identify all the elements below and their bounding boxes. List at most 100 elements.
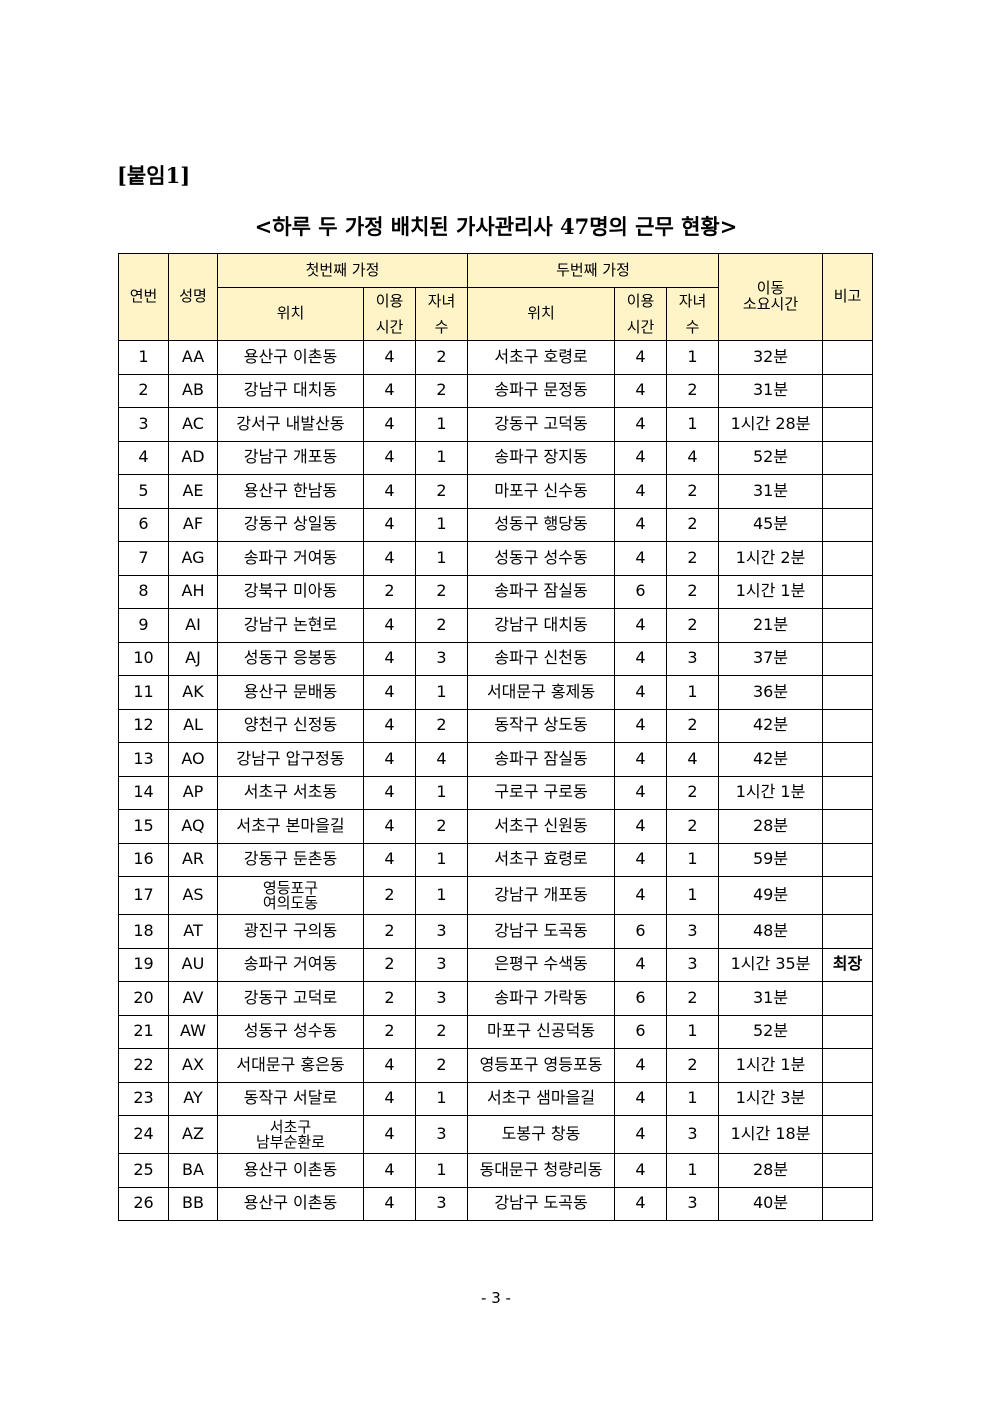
cell-note — [822, 876, 874, 915]
cell-note — [822, 507, 874, 542]
cell-second-hours: 6 — [614, 981, 668, 1016]
cell-travel-time: 1시간 35분 — [718, 947, 824, 982]
cell-first-children: 2 — [414, 373, 469, 408]
cell-second-children: 1 — [666, 1153, 720, 1188]
table-row: 17 AS 영등포구 여의도동 2 1 강남구 개포동 4 1 49분 — [118, 876, 874, 915]
cell-second-hours: 4 — [614, 675, 668, 710]
cell-second-location: 서초구 호령로 — [467, 340, 616, 375]
table-row: 3 AC 강서구 내발산동 4 1 강동구 고덕동 4 1 1시간 28분 — [118, 407, 874, 442]
cell-second-children: 1 — [666, 876, 720, 915]
hours-line2: 시간 — [626, 318, 655, 336]
cell-travel-time: 1시간 2분 — [718, 541, 824, 576]
cell-travel-time: 31분 — [718, 981, 824, 1016]
cell-second-location: 송파구 잠실동 — [467, 574, 616, 609]
cell-second-location: 구로구 구로동 — [467, 775, 616, 810]
cell-travel-time: 32분 — [718, 340, 824, 375]
table-row: 22 AX 서대문구 홍은동 4 2 영등포구 영등포동 4 2 1시간 1분 — [118, 1048, 874, 1083]
cell-travel-time: 31분 — [718, 474, 824, 509]
cell-second-children: 3 — [666, 1115, 720, 1154]
cell-first-children: 1 — [414, 541, 469, 576]
cell-name: AW — [168, 1014, 218, 1049]
cell-first-location: 광진구 구의동 — [217, 914, 364, 949]
cell-no: 25 — [118, 1153, 169, 1188]
cell-no: 22 — [118, 1048, 169, 1083]
header-travel-time: 이동 소요시간 — [718, 253, 824, 341]
table-row: 21 AW 성동구 성수동 2 2 마포구 신공덕동 6 1 52분 — [118, 1014, 874, 1049]
cell-note — [822, 1153, 874, 1188]
cell-second-location: 도봉구 창동 — [467, 1115, 616, 1154]
hours-line1: 이용 — [375, 292, 404, 310]
cell-first-location: 강서구 내발산동 — [217, 407, 364, 442]
cell-first-children: 2 — [414, 708, 469, 743]
cell-second-hours: 4 — [614, 474, 668, 509]
cell-first-hours: 4 — [363, 809, 416, 844]
cell-second-children: 1 — [666, 842, 720, 877]
cell-second-children: 2 — [666, 373, 720, 408]
cell-second-location: 강동구 고덕동 — [467, 407, 616, 442]
cell-second-location: 서대문구 홍제동 — [467, 675, 616, 710]
cell-name: AR — [168, 842, 218, 877]
cell-note — [822, 914, 874, 949]
cell-second-location: 강남구 도곡동 — [467, 1186, 616, 1221]
cell-no: 9 — [118, 608, 169, 643]
cell-first-location: 동작구 서달로 — [217, 1081, 364, 1116]
cell-travel-time: 52분 — [718, 440, 824, 475]
cell-second-hours: 6 — [614, 914, 668, 949]
cell-first-hours: 2 — [363, 947, 416, 982]
cell-first-location: 용산구 이촌동 — [217, 340, 364, 375]
cell-no: 18 — [118, 914, 169, 949]
cell-first-hours: 2 — [363, 1014, 416, 1049]
cell-first-children: 2 — [414, 574, 469, 609]
cell-note — [822, 981, 874, 1016]
cell-second-hours: 4 — [614, 876, 668, 915]
cell-no: 23 — [118, 1081, 169, 1116]
cell-first-hours: 4 — [363, 608, 416, 643]
table-row: 8 AH 강북구 미아동 2 2 송파구 잠실동 6 2 1시간 1분 — [118, 574, 874, 609]
cell-travel-time: 1시간 1분 — [718, 775, 824, 810]
cell-note — [822, 541, 874, 576]
cell-note — [822, 742, 874, 777]
cell-second-children: 1 — [666, 675, 720, 710]
cell-second-location: 영등포구 영등포동 — [467, 1048, 616, 1083]
header-no: 연번 — [118, 253, 169, 341]
cell-first-hours: 4 — [363, 641, 416, 676]
cell-no: 21 — [118, 1014, 169, 1049]
cell-second-children: 1 — [666, 1081, 720, 1116]
cell-travel-time: 42분 — [718, 742, 824, 777]
cell-note — [822, 1115, 874, 1154]
children-line1: 자녀 — [427, 292, 456, 310]
cell-first-location: 서초구 서초동 — [217, 775, 364, 810]
cell-travel-time: 1시간 1분 — [718, 574, 824, 609]
cell-name: AV — [168, 981, 218, 1016]
cell-note — [822, 842, 874, 877]
cell-second-children: 1 — [666, 407, 720, 442]
cell-first-hours: 4 — [363, 440, 416, 475]
table-row: 12 AL 양천구 신정동 4 2 동작구 상도동 4 2 42분 — [118, 708, 874, 743]
cell-second-children: 3 — [666, 947, 720, 982]
table-row: 25 BA 용산구 이촌동 4 1 동대문구 청량리동 4 1 28분 — [118, 1153, 874, 1188]
cell-first-location: 서대문구 홍은동 — [217, 1048, 364, 1083]
cell-name: AJ — [168, 641, 218, 676]
cell-note — [822, 373, 874, 408]
cell-no: 5 — [118, 474, 169, 509]
cell-second-hours: 4 — [614, 440, 668, 475]
cell-second-hours: 4 — [614, 608, 668, 643]
cell-no: 11 — [118, 675, 169, 710]
cell-note — [822, 440, 874, 475]
table-row: 26 BB 용산구 이촌동 4 3 강남구 도곡동 4 3 40분 — [118, 1186, 874, 1221]
hours-line1: 이용 — [626, 292, 655, 310]
cell-first-location: 강북구 미아동 — [217, 574, 364, 609]
cell-travel-time: 1시간 28분 — [718, 407, 824, 442]
cell-no: 15 — [118, 809, 169, 844]
cell-first-children: 3 — [414, 1115, 469, 1154]
cell-travel-time: 45분 — [718, 507, 824, 542]
cell-first-hours: 2 — [363, 981, 416, 1016]
cell-first-location: 용산구 한남동 — [217, 474, 364, 509]
cell-second-location: 송파구 가락동 — [467, 981, 616, 1016]
cell-name: AB — [168, 373, 218, 408]
cell-note — [822, 574, 874, 609]
cell-second-location: 강남구 도곡동 — [467, 914, 616, 949]
cell-second-hours: 6 — [614, 574, 668, 609]
cell-second-location: 서초구 샘마을길 — [467, 1081, 616, 1116]
header-second-home: 두번째 가정 — [467, 253, 720, 288]
